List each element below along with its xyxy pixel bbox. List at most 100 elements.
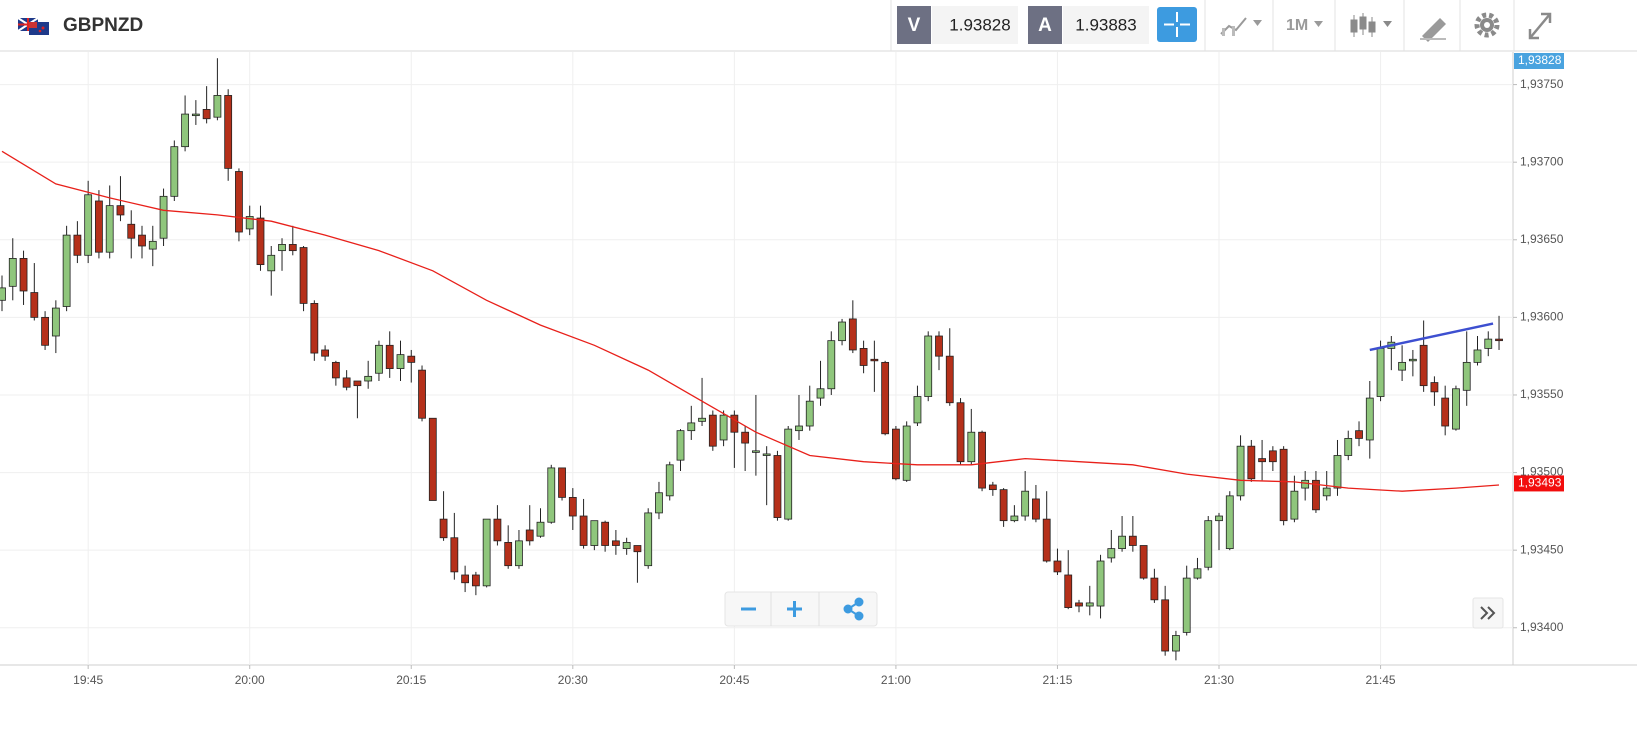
candle-body (859, 348, 868, 366)
x-tick-label: 20:00 (235, 673, 265, 687)
candle-body (170, 146, 179, 197)
candle-body (1032, 498, 1040, 520)
ask-box[interactable] (1063, 6, 1149, 44)
share-button[interactable] (843, 597, 864, 621)
candle-body (676, 430, 685, 461)
x-tick-label: 20:15 (396, 673, 426, 687)
candle-body (202, 109, 211, 120)
candle-body (127, 223, 136, 239)
candle-type-button[interactable] (1350, 13, 1392, 37)
candle-body (1107, 548, 1116, 559)
candle-body (1172, 635, 1180, 652)
candle-body (159, 195, 168, 239)
zoom-in-button[interactable] (787, 601, 802, 617)
candle-body (396, 354, 405, 369)
candle-body (1075, 602, 1083, 607)
price-tag-label: 1,93493 (1518, 476, 1562, 490)
candle-body (1010, 515, 1019, 522)
candle-body (1301, 479, 1310, 489)
candle-body (1290, 490, 1299, 520)
y-tick-label: 1,93550 (1520, 387, 1564, 401)
candle-body (471, 574, 480, 587)
candle-body (999, 489, 1008, 522)
candle-body (730, 414, 739, 433)
candle-body (482, 518, 491, 587)
candle-body (892, 428, 900, 480)
candle-body (84, 194, 93, 256)
candle-body (568, 496, 577, 517)
candle-body (956, 402, 965, 463)
ask-price: 1.93883 (1075, 15, 1136, 34)
candle-body (773, 455, 782, 518)
candle-body (978, 431, 986, 489)
candle-body (41, 316, 49, 346)
candle-body (633, 545, 642, 553)
candle-body (30, 292, 39, 318)
y-tick-label: 1,93750 (1520, 77, 1564, 91)
candle-body (1150, 577, 1159, 601)
candle-body (741, 431, 750, 444)
candle-body (579, 515, 588, 546)
candle-body (51, 307, 60, 337)
scroll-to-end-button[interactable] (1472, 597, 1504, 629)
candle-body (1462, 361, 1471, 391)
candle-body (375, 344, 383, 374)
candle-body (805, 400, 814, 427)
candle-body (708, 414, 717, 447)
candle-body (407, 355, 416, 363)
candle-body (138, 234, 146, 247)
chart-type-button[interactable] (1220, 17, 1262, 36)
timeframe[interactable]: 1M (1286, 17, 1308, 34)
y-tick-label: 1,93500 (1520, 465, 1564, 479)
ask-label: A (1038, 15, 1052, 36)
candle-body (1408, 358, 1417, 362)
y-tick-label: 1,93400 (1520, 620, 1564, 634)
candle-body (1365, 397, 1374, 441)
candle-body (364, 375, 373, 382)
candle-body (719, 414, 728, 441)
draw-button[interactable] (1420, 18, 1446, 42)
candle-body (342, 377, 351, 388)
candle-body (224, 95, 233, 169)
price-tag (1514, 475, 1564, 492)
fullscreen-button[interactable] (1528, 12, 1552, 40)
candle-body (816, 388, 825, 399)
candle-body (1193, 568, 1202, 579)
candle-body (515, 540, 523, 567)
candle-body (601, 521, 610, 546)
candle-body (256, 217, 265, 266)
candle-body (385, 344, 394, 369)
moving-average (1, 150, 1500, 492)
candle-body (428, 417, 437, 501)
candle-body (525, 529, 534, 542)
candle-body (536, 521, 545, 537)
candle-body (665, 464, 674, 497)
candle-body (1021, 490, 1030, 517)
candle-body (493, 518, 502, 542)
candle-body (945, 355, 954, 404)
candle-body (698, 417, 706, 422)
candle-body (590, 520, 599, 546)
candle-body (558, 467, 566, 498)
candle-body (191, 113, 200, 117)
settings-button[interactable] (1474, 12, 1500, 38)
candle-body (1484, 338, 1493, 349)
candle-body (1118, 535, 1126, 550)
candle-body (902, 425, 911, 481)
candle-body (439, 518, 448, 539)
x-tick-label: 21:30 (1204, 673, 1234, 687)
candle-body (988, 484, 997, 491)
bid-box[interactable] (932, 6, 1018, 44)
y-tick-label: 1,93600 (1520, 310, 1564, 324)
candle-body (935, 335, 943, 357)
candle-body (762, 453, 771, 456)
candle-body (1204, 520, 1213, 568)
candle-body (213, 95, 222, 118)
y-tick-label: 1,93700 (1520, 154, 1564, 168)
candle-body (299, 247, 308, 304)
ask-label-box (1028, 6, 1062, 44)
candle-body (913, 396, 922, 424)
candle-body (1247, 445, 1256, 480)
crosshair-button[interactable] (1157, 7, 1197, 42)
toolbar (0, 0, 1637, 51)
